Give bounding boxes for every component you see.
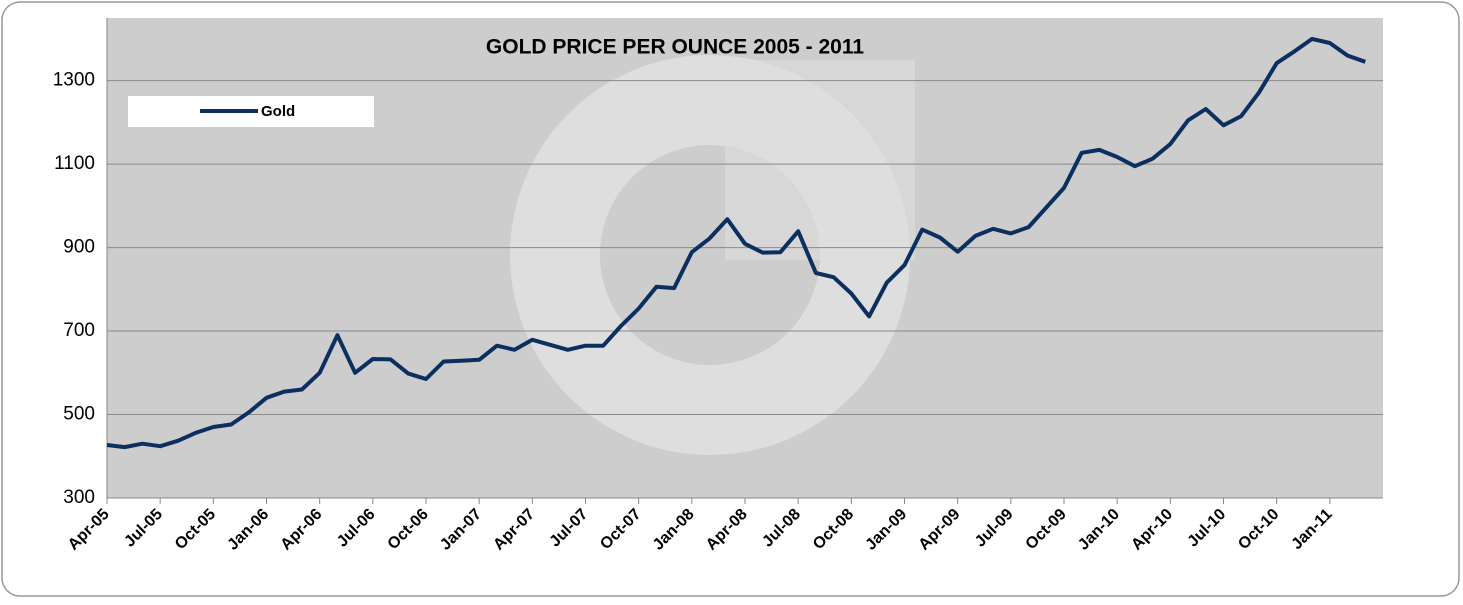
series-line (106, 36, 1366, 450)
y-tick-label: 1300 (53, 70, 95, 91)
legend-label: Gold (261, 103, 295, 120)
y-tick-label: 900 (63, 237, 95, 258)
watermark (510, 55, 915, 455)
chart-title: GOLD PRICE PER OUNCE 2005 - 2011 (486, 36, 864, 59)
y-tick-label: 700 (63, 320, 95, 341)
y-tick-label: 1100 (54, 153, 95, 174)
y-tick-label: 300 (63, 487, 95, 508)
y-tick-label: 500 (63, 404, 95, 425)
